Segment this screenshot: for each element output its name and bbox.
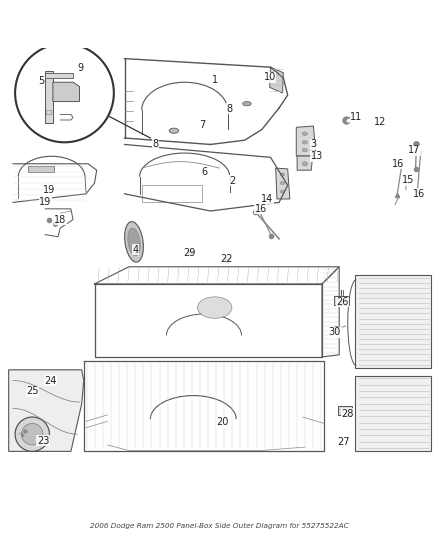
Text: 2006 Dodge Ram 2500 Panel-Box Side Outer Diagram for 55275522AC: 2006 Dodge Ram 2500 Panel-Box Side Outer… [90, 523, 348, 529]
Ellipse shape [198, 297, 232, 318]
Text: 9: 9 [78, 63, 84, 74]
Text: 25: 25 [26, 386, 39, 396]
Text: 14: 14 [261, 194, 273, 204]
Bar [334, 296, 349, 305]
Text: 24: 24 [45, 376, 57, 385]
Text: 10: 10 [264, 72, 276, 82]
Text: 6: 6 [201, 167, 207, 177]
Text: 2: 2 [229, 176, 235, 186]
Circle shape [21, 423, 43, 445]
Text: 8: 8 [227, 104, 233, 114]
Text: 16: 16 [392, 159, 405, 169]
Text: 18: 18 [54, 215, 66, 224]
Ellipse shape [169, 128, 179, 133]
Text: 30: 30 [329, 327, 341, 337]
Text: 23: 23 [37, 435, 49, 446]
Ellipse shape [125, 222, 143, 262]
Text: 27: 27 [337, 437, 350, 447]
Bar [28, 166, 54, 172]
Text: 12: 12 [374, 117, 386, 127]
Polygon shape [270, 67, 283, 93]
Text: 16: 16 [255, 204, 267, 214]
Text: 1: 1 [212, 75, 218, 85]
Text: 19: 19 [39, 197, 51, 207]
Ellipse shape [302, 141, 307, 144]
Ellipse shape [302, 132, 307, 135]
Text: 5: 5 [38, 76, 44, 86]
Ellipse shape [280, 190, 285, 193]
Text: 28: 28 [342, 409, 354, 418]
Polygon shape [53, 82, 79, 102]
Ellipse shape [243, 102, 251, 106]
Text: 17: 17 [408, 145, 420, 155]
Text: 22: 22 [220, 254, 233, 264]
Text: 16: 16 [413, 189, 425, 199]
Text: 26: 26 [336, 297, 349, 307]
Text: 11: 11 [350, 111, 363, 122]
Text: 4: 4 [132, 245, 138, 255]
Ellipse shape [280, 182, 285, 184]
Text: 3: 3 [311, 140, 317, 149]
FancyBboxPatch shape [45, 71, 53, 123]
Polygon shape [9, 370, 84, 451]
Text: 7: 7 [199, 120, 205, 130]
Text: 20: 20 [216, 417, 229, 427]
Polygon shape [297, 156, 313, 170]
Ellipse shape [302, 161, 307, 166]
Text: 15: 15 [402, 175, 414, 185]
Ellipse shape [280, 173, 285, 176]
Ellipse shape [128, 228, 140, 256]
Bar [338, 406, 352, 415]
Text: 19: 19 [43, 185, 56, 196]
Text: 13: 13 [311, 151, 323, 161]
Bar [46, 110, 51, 114]
Polygon shape [276, 168, 290, 199]
Bar [142, 185, 202, 203]
Polygon shape [296, 126, 315, 156]
Circle shape [15, 417, 49, 451]
Ellipse shape [302, 148, 307, 152]
Text: 29: 29 [183, 248, 195, 258]
Polygon shape [356, 276, 431, 368]
FancyBboxPatch shape [45, 73, 73, 78]
Text: 8: 8 [152, 140, 159, 149]
Polygon shape [356, 376, 431, 450]
